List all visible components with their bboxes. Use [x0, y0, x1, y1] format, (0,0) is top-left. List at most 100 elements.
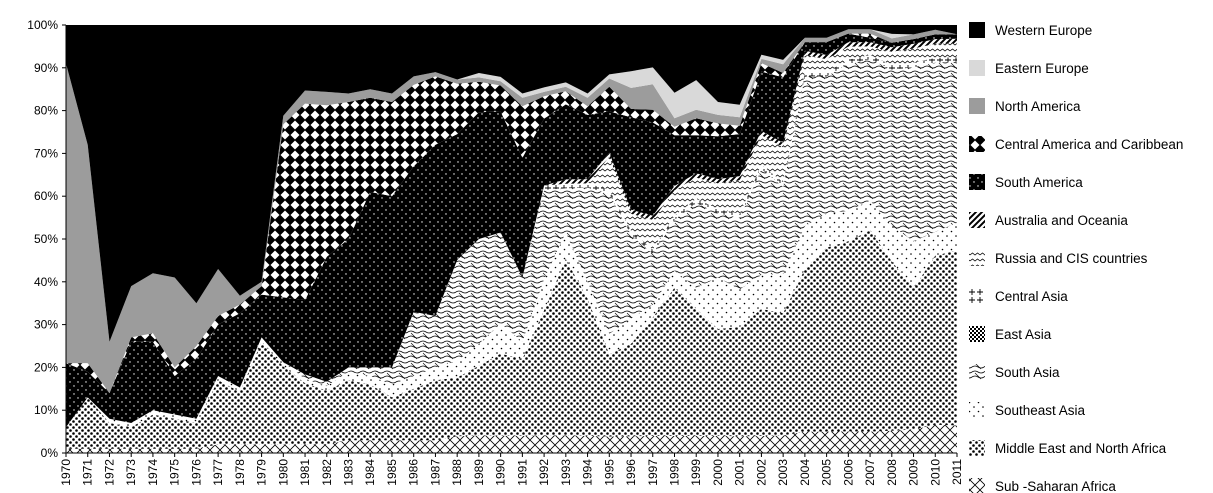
legend-item-australia-and-oceania: Australia and Oceania [969, 212, 1128, 228]
legend-label: Sub -Saharan Africa [995, 479, 1116, 493]
y-tick-label: 30% [34, 318, 58, 332]
legend-swatch [969, 478, 985, 493]
legend-item-eastern-europe: Eastern Europe [969, 60, 1089, 76]
x-tick-label: 1996 [624, 459, 638, 486]
x-axis: 1970 1971 1972 1973 1974 1975 1976 1977 1978 1979… [59, 452, 964, 486]
x-tick-label: 2005 [820, 459, 834, 486]
y-tick-label: 70% [34, 146, 58, 160]
legend-label: Central Asia [995, 289, 1068, 304]
x-tick-label: 1998 [667, 459, 681, 486]
x-tick-label: 1983 [342, 459, 356, 486]
legend-label: Russia and CIS countries [995, 251, 1148, 266]
y-tick-label: 10% [34, 403, 58, 417]
y-tick-label: 20% [34, 360, 58, 374]
x-tick-label: 1975 [168, 459, 182, 486]
legend-item-north-america: North America [969, 98, 1081, 114]
legend-swatch [969, 174, 985, 190]
legend-item-central-america-and-caribbean: Central America and Caribbean [969, 136, 1183, 152]
legend-label: Eastern Europe [995, 61, 1089, 76]
legend-label: Western Europe [995, 23, 1092, 38]
y-tick-label: 90% [34, 61, 58, 75]
x-tick-label: 1992 [537, 459, 551, 486]
area-western-europe [66, 25, 957, 342]
y-axis: 0% 10% 20% 30% 40% 50% 60% 70% 80% 90% 100% [27, 18, 67, 460]
legend: Western Europe Eastern Europe North Americ… [969, 22, 1183, 493]
area-central-america-and-caribbean [66, 33, 957, 394]
x-tick-label: 1991 [515, 459, 529, 486]
x-tick-label: 2006 [841, 459, 855, 486]
y-tick-label: 0% [41, 446, 59, 460]
legend-swatch [969, 136, 985, 152]
x-tick-label: 1971 [81, 459, 95, 486]
x-tick-label: 1982 [320, 459, 334, 486]
x-tick-label: 2003 [776, 459, 790, 486]
legend-label: East Asia [995, 327, 1052, 342]
area-south-asia [66, 59, 957, 428]
legend-label: Australia and Oceania [995, 213, 1128, 228]
legend-swatch [969, 402, 985, 418]
x-tick-label: 2002 [754, 459, 768, 486]
legend-label: South America [995, 175, 1083, 190]
legend-item-middle-east-and-north-africa: Middle East and North Africa [969, 440, 1167, 456]
area-south-america [66, 33, 957, 428]
legend-swatch [969, 440, 985, 456]
x-tick-label: 1974 [146, 459, 160, 486]
y-tick-label: 60% [34, 189, 58, 203]
x-tick-label: 1981 [298, 459, 312, 486]
legend-swatch [969, 212, 985, 228]
legend-swatch [969, 326, 985, 342]
legend-swatch [969, 288, 985, 304]
x-tick-label: 1999 [689, 459, 703, 486]
area-middle-east-and-north-africa [66, 230, 957, 449]
legend-item-central-asia: Central Asia [969, 288, 1068, 304]
x-tick-label: 1997 [646, 459, 660, 486]
x-tick-label: 1987 [428, 459, 442, 486]
legend-item-east-asia: East Asia [969, 326, 1052, 342]
x-tick-label: 1993 [559, 459, 573, 486]
x-tick-label: 1977 [211, 459, 225, 486]
x-tick-label: 1984 [363, 459, 377, 486]
x-tick-label: 1985 [385, 459, 399, 486]
x-tick-label: 2007 [863, 459, 877, 486]
x-tick-label: 1986 [407, 459, 421, 486]
legend-label: South Asia [995, 365, 1060, 380]
x-tick-label: 1972 [102, 459, 116, 486]
legend-label: Middle East and North Africa [995, 441, 1167, 456]
area-eastern-europe [66, 29, 957, 342]
x-tick-label: 1976 [189, 459, 203, 486]
x-tick-label: 1990 [494, 459, 508, 486]
legend-item-sub-saharan-africa: Sub -Saharan Africa [969, 478, 1116, 493]
x-tick-label: 1989 [472, 459, 486, 486]
legend-item-russia-and-cis-countries: Russia and CIS countries [969, 250, 1148, 266]
y-tick-label: 50% [34, 232, 58, 246]
x-tick-label: 1978 [233, 459, 247, 486]
legend-item-southeast-asia: Southeast Asia [969, 402, 1086, 418]
x-tick-label: 2010 [928, 459, 942, 486]
legend-swatch [969, 98, 985, 114]
legend-label: Southeast Asia [995, 403, 1086, 418]
x-tick-label: 2008 [885, 459, 899, 486]
x-tick-label: 1994 [581, 459, 595, 486]
x-tick-label: 1995 [602, 459, 616, 486]
x-tick-label: 2009 [907, 459, 921, 486]
legend-swatch [969, 22, 985, 38]
y-tick-label: 40% [34, 275, 58, 289]
legend-label: North America [995, 99, 1081, 114]
area-north-america [66, 29, 957, 394]
x-tick-label: 2001 [733, 459, 747, 486]
x-tick-label: 2004 [798, 459, 812, 486]
area-sub-saharan-africa [66, 424, 957, 453]
legend-swatch [969, 250, 985, 266]
legend-item-south-america: South America [969, 174, 1083, 190]
legend-label: Central America and Caribbean [995, 137, 1183, 152]
area-southeast-asia [66, 200, 957, 428]
legend-swatch [969, 60, 985, 76]
x-tick-label: 2000 [711, 459, 725, 486]
y-tick-label: 80% [34, 104, 58, 118]
legend-swatch [969, 364, 985, 380]
plot-area [66, 25, 957, 453]
y-tick-label: 100% [27, 18, 58, 32]
legend-item-western-europe: Western Europe [969, 22, 1092, 38]
x-tick-label: 1979 [255, 459, 269, 486]
